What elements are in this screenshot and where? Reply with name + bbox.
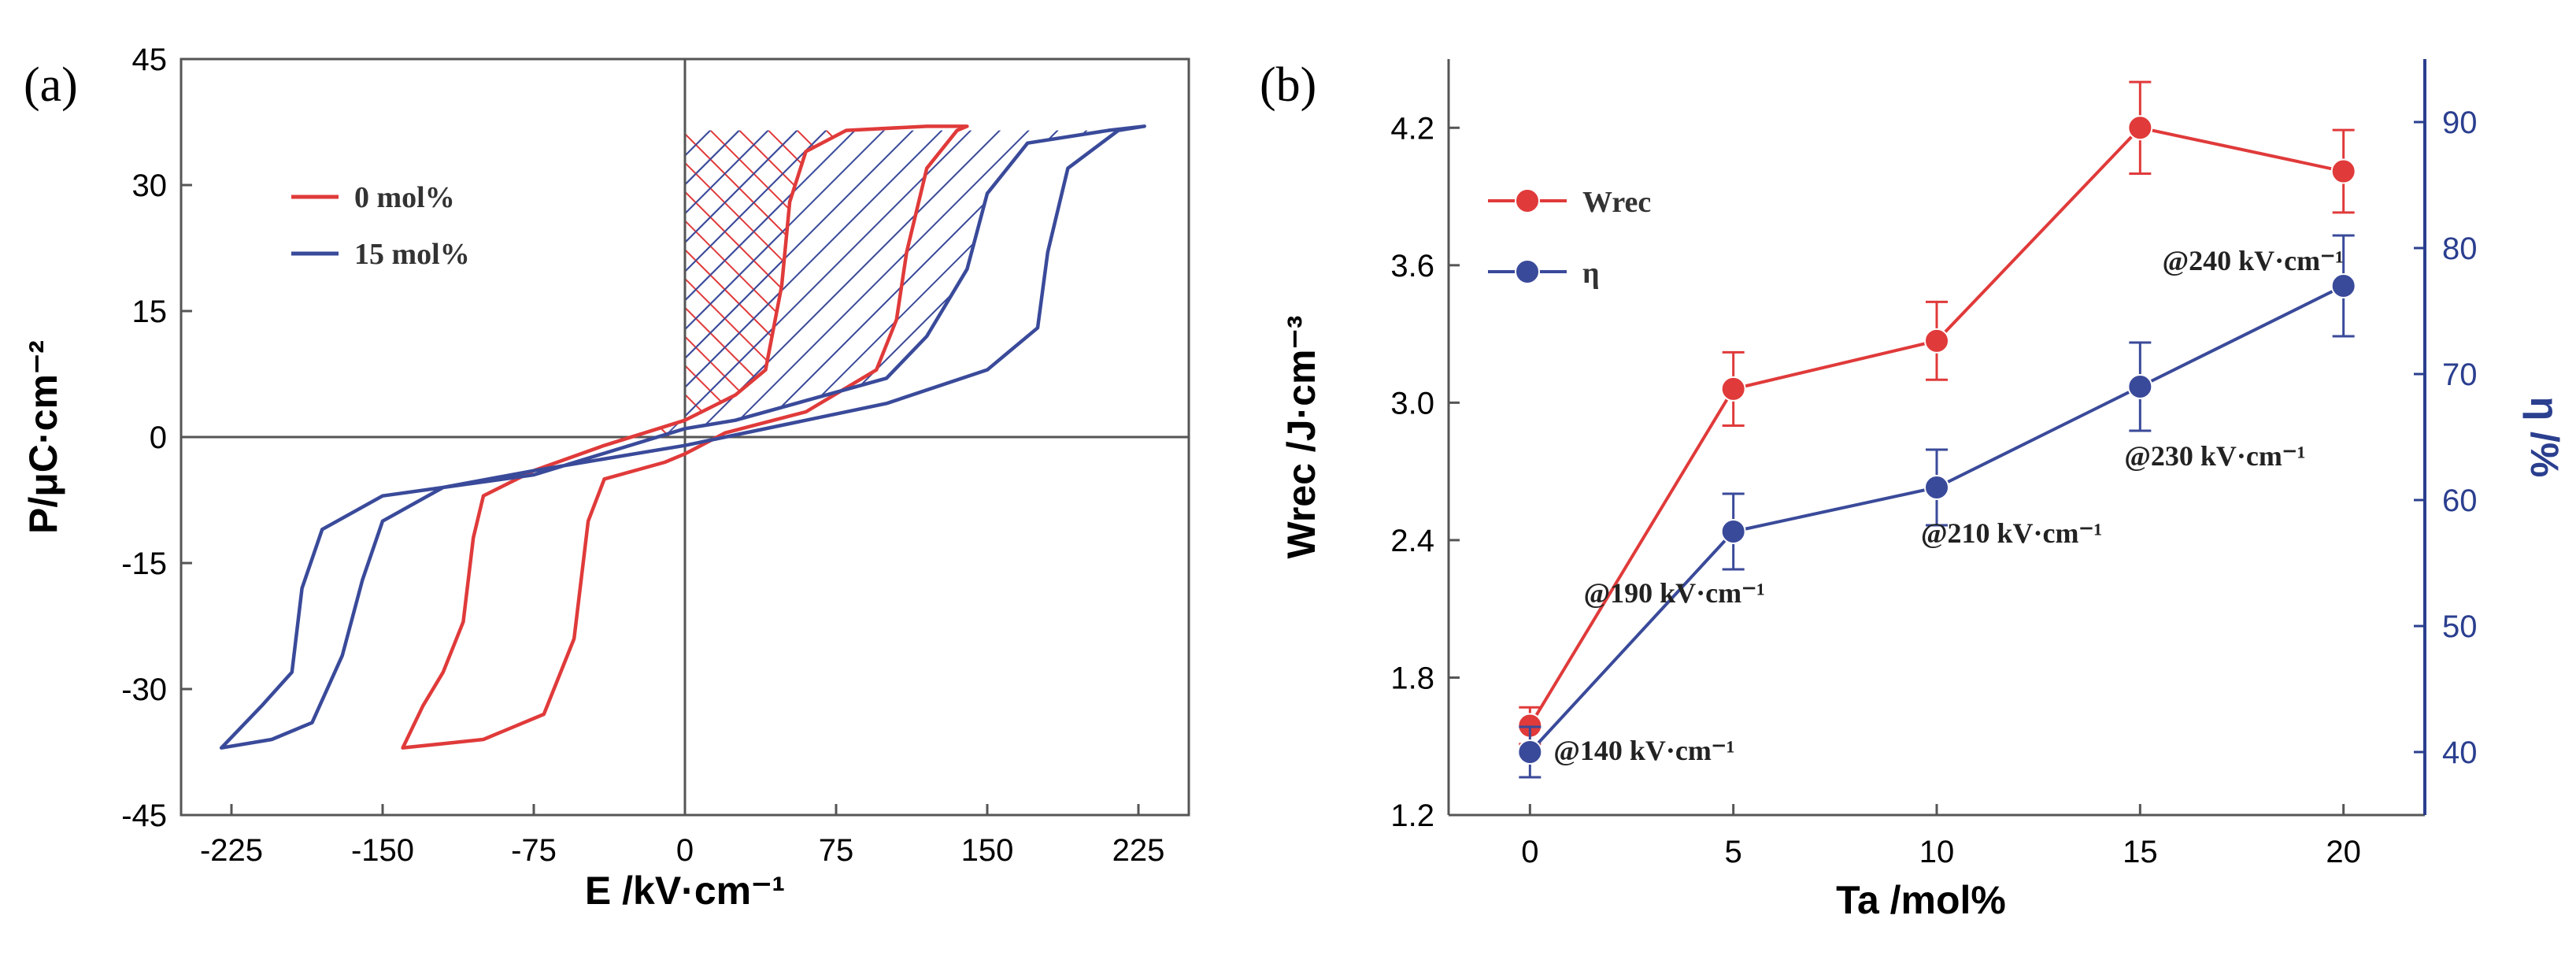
panel-a-hysteresis-chart: (a) -225 -150 -75 0 75 150 225 -45-30-15015304… <box>21 43 1190 913</box>
x-axis-ticks-a: -225 -150 -75 0 75 150 225 <box>200 804 1164 868</box>
field-annotation: @240 kV·cm⁻¹ <box>2163 245 2344 276</box>
y-axis-ticks-a: -45 -30 -15 0 15 30 45 <box>121 43 192 833</box>
x-tick-label-a: 150 <box>961 833 1014 868</box>
data-point <box>1517 739 1543 765</box>
x-tick-label-b: 20 <box>2326 835 2361 869</box>
zero-axes <box>181 59 1189 815</box>
data-point <box>1924 328 1949 354</box>
field-annotation: @230 kV·cm⁻¹ <box>2124 440 2305 472</box>
hysteresis-loops <box>219 124 1146 750</box>
y-tick-label-a: -15 <box>121 547 167 581</box>
legend-label-a: 0 mol% <box>354 181 455 214</box>
y-tick-label-a: -45 <box>121 799 167 833</box>
y-axis-title-a: P/μC·cm⁻² <box>21 340 65 534</box>
y-tick-label-a: 45 <box>132 43 168 77</box>
left-tick-label-b: 1.2 <box>1390 799 1434 833</box>
legend-b: Wrec η <box>1488 186 1651 290</box>
performance-series <box>1517 80 2356 779</box>
legend-marker-b <box>1515 259 1540 284</box>
y-tick-label-a: -30 <box>121 673 167 707</box>
left-tick-label-b: 3.6 <box>1390 249 1434 283</box>
left-tick-label-b: 3.0 <box>1390 386 1434 421</box>
field-annotation: @190 kV·cm⁻¹ <box>1584 577 1765 609</box>
x-tick-label-a: 75 <box>819 833 854 868</box>
left-tick-label-b: 1.8 <box>1390 661 1434 695</box>
y-axis-title-b-left: Wrec /J·cm⁻³ <box>1279 316 1323 559</box>
x-tick-label-a: -225 <box>200 833 263 868</box>
panel-b-performance-chart: (b) 0 5 10 15 20 1.2 1.8 2.4 3.0 3.6 4.2 40 50 60 70… <box>1260 58 2567 922</box>
right-tick-label-b: 50 <box>2442 610 2478 644</box>
x-tick-label-a: -75 <box>511 833 557 868</box>
x-tick-label-b: 10 <box>1919 835 1955 869</box>
x-tick-label-b: 15 <box>2123 835 2158 869</box>
panel-b-label: (b) <box>1260 58 1316 112</box>
x-tick-label-b: 0 <box>1521 835 1538 869</box>
y-axis-title-b-right: η /% <box>2522 397 2567 478</box>
data-point <box>2330 158 2356 184</box>
legend-label-b: η <box>1582 257 1600 290</box>
x-axis-title-b: Ta /mol% <box>1836 878 2006 922</box>
right-tick-label-b: 80 <box>2442 232 2478 266</box>
left-axis-ticks-b: 1.2 1.8 2.4 3.0 3.6 4.2 <box>1390 111 1460 833</box>
x-tick-label-a: -150 <box>351 833 414 868</box>
legend-label-b: Wrec <box>1582 186 1651 219</box>
x-tick-label-a: 0 <box>676 833 694 868</box>
left-tick-label-b: 4.2 <box>1390 111 1434 146</box>
right-tick-label-b: 60 <box>2442 484 2478 518</box>
field-annotation: @210 kV·cm⁻¹ <box>1921 517 2102 549</box>
x-tick-label-b: 5 <box>1725 835 1742 869</box>
right-tick-label-b: 90 <box>2442 106 2478 140</box>
data-point <box>1720 519 1746 544</box>
field-annotations: @140 kV·cm⁻¹ @190 kV·cm⁻¹ @210 kV·cm⁻¹ @230… <box>1553 245 2344 766</box>
y-tick-label-a: 0 <box>150 421 167 455</box>
data-point <box>2127 115 2153 141</box>
data-point <box>1720 376 1746 402</box>
data-point <box>2127 374 2153 399</box>
legend-a: 0 mol% 15 mol% <box>291 181 470 271</box>
panel-a-label: (a) <box>24 58 78 112</box>
loop-line-0 <box>401 124 969 750</box>
x-axis-title-a: E /kV·cm⁻¹ <box>585 869 785 913</box>
legend-label-a: 15 mol% <box>354 238 470 271</box>
y-tick-label-a: 30 <box>132 169 168 203</box>
legend-marker-b <box>1515 188 1540 213</box>
hatched-region-0mol-cross <box>631 130 968 437</box>
field-annotation: @140 kV·cm⁻¹ <box>1553 735 1734 766</box>
series-line-0 <box>1528 126 2345 727</box>
data-point <box>1924 475 1949 500</box>
data-point <box>2330 273 2356 298</box>
right-tick-label-b: 70 <box>2442 358 2478 392</box>
right-tick-label-b: 40 <box>2442 736 2478 770</box>
loop-line-1 <box>219 124 1146 750</box>
x-tick-label-a: 225 <box>1112 833 1165 868</box>
y-tick-label-a: 15 <box>132 295 168 329</box>
right-axis-ticks-b: 40 50 60 70 80 90 <box>2414 106 2478 770</box>
x-axis-ticks-b: 0 5 10 15 20 <box>1521 804 2361 869</box>
left-tick-label-b: 2.4 <box>1390 524 1434 558</box>
